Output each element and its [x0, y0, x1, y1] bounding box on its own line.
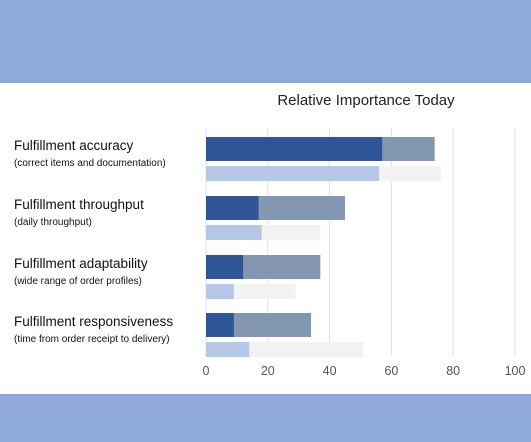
category-label: Fulfillment adaptability — [14, 256, 148, 271]
x-tick-label: 100 — [505, 364, 526, 378]
category-labels: Fulfillment accuracy (correct items and d… — [14, 138, 173, 345]
category-sublabel: (time from order receipt to delivery) — [14, 334, 170, 345]
chart-title: Relative Importance Today — [277, 92, 455, 109]
bar — [206, 225, 262, 240]
category-sublabel: (daily throughput) — [14, 217, 92, 228]
x-tick-label: 60 — [384, 364, 398, 378]
x-axis-ticks: 0 20 40 60 80 100 — [203, 364, 526, 378]
bar — [206, 196, 259, 220]
bar — [206, 166, 380, 181]
category-label: Fulfillment responsiveness — [14, 314, 173, 329]
importance-bar-chart: Relative Importance Today Fulfillment ac… — [14, 92, 526, 378]
category-sublabel: (correct items and documentation) — [14, 158, 166, 169]
x-tick-label: 0 — [203, 364, 210, 378]
x-tick-label: 20 — [261, 364, 275, 378]
bar — [206, 255, 244, 279]
bars — [206, 137, 441, 357]
x-tick-label: 80 — [446, 364, 460, 378]
bar — [206, 137, 383, 161]
bar — [206, 342, 250, 357]
category-sublabel: (wide range of order profiles) — [14, 276, 142, 287]
x-tick-label: 40 — [323, 364, 337, 378]
bar — [206, 284, 234, 299]
chart-panel: Relative Importance Today Fulfillment ac… — [0, 83, 531, 394]
bar — [206, 313, 234, 337]
category-label: Fulfillment throughput — [14, 197, 144, 212]
category-label: Fulfillment accuracy — [14, 138, 134, 153]
